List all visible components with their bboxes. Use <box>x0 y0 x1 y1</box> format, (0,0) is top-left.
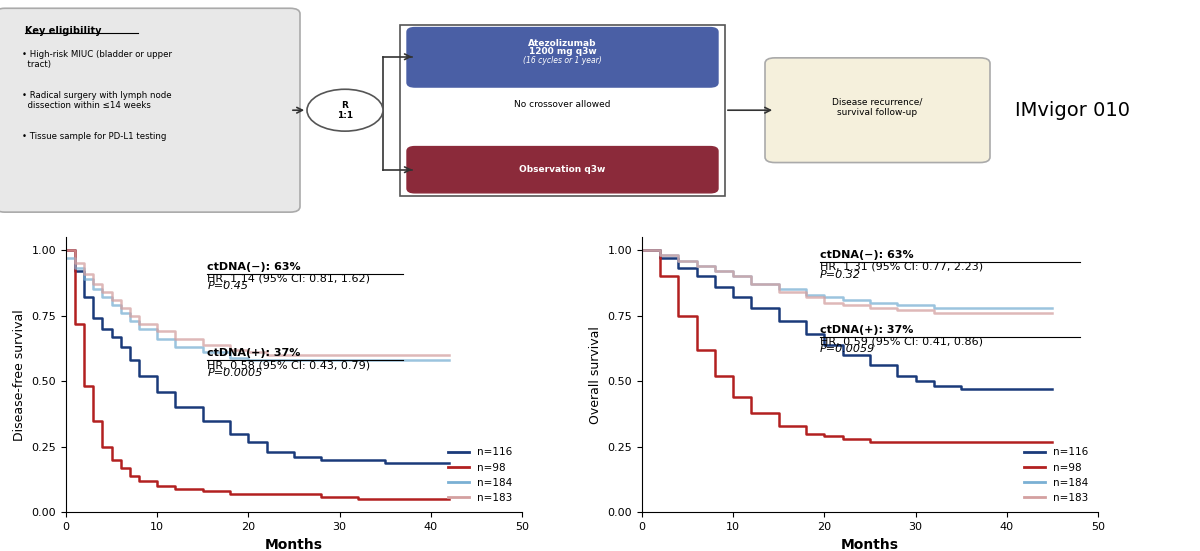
Legend: n=116, n=98, n=184, n=183: n=116, n=98, n=184, n=183 <box>444 443 517 507</box>
Text: P=0.45: P=0.45 <box>208 282 248 291</box>
Text: ctDNA(−): 63%: ctDNA(−): 63% <box>820 250 913 260</box>
Text: Key eligibility: Key eligibility <box>25 26 102 36</box>
FancyBboxPatch shape <box>0 8 300 212</box>
FancyBboxPatch shape <box>407 147 718 193</box>
Text: ctDNA(−): 63%: ctDNA(−): 63% <box>208 262 301 272</box>
Legend: n=116, n=98, n=184, n=183: n=116, n=98, n=184, n=183 <box>1020 443 1093 507</box>
Text: Observation q3w: Observation q3w <box>520 165 606 174</box>
Text: (16 cycles or 1 year): (16 cycles or 1 year) <box>523 56 602 64</box>
Text: Atezolizumab: Atezolizumab <box>528 39 596 47</box>
Text: P=0.0059: P=0.0059 <box>820 344 875 354</box>
Text: HR, 1.31 (95% CI: 0.77, 2.23): HR, 1.31 (95% CI: 0.77, 2.23) <box>820 262 983 272</box>
Text: HR, 1.14 (95% CI: 0.81, 1.62): HR, 1.14 (95% CI: 0.81, 1.62) <box>208 273 371 284</box>
FancyBboxPatch shape <box>766 58 990 163</box>
Y-axis label: Disease-free survival: Disease-free survival <box>13 309 26 441</box>
Text: HR, 0.59 (95% CI: 0.41, 0.86): HR, 0.59 (95% CI: 0.41, 0.86) <box>820 337 983 347</box>
Text: 1200 mg q3w: 1200 mg q3w <box>529 47 596 56</box>
Y-axis label: Overall survival: Overall survival <box>589 326 602 424</box>
Text: ctDNA(+): 37%: ctDNA(+): 37% <box>208 348 301 358</box>
Text: P=0.32: P=0.32 <box>820 269 860 279</box>
FancyBboxPatch shape <box>400 25 725 196</box>
Text: P=0.0005: P=0.0005 <box>208 368 263 378</box>
Text: • Tissue sample for PD-L1 testing: • Tissue sample for PD-L1 testing <box>22 132 167 141</box>
Text: Disease recurrence/
survival follow-up: Disease recurrence/ survival follow-up <box>833 98 923 117</box>
Circle shape <box>307 89 383 131</box>
Text: No crossover allowed: No crossover allowed <box>515 100 611 109</box>
Text: IMvigor 010: IMvigor 010 <box>1015 101 1130 120</box>
Text: • High-risk MIUC (bladder or upper
  tract): • High-risk MIUC (bladder or upper tract… <box>22 50 172 69</box>
Text: ctDNA(+): 37%: ctDNA(+): 37% <box>820 325 913 334</box>
FancyBboxPatch shape <box>407 28 718 87</box>
X-axis label: Months: Months <box>841 538 899 551</box>
Text: HR, 0.58 (95% CI: 0.43, 0.79): HR, 0.58 (95% CI: 0.43, 0.79) <box>208 360 371 370</box>
Text: • Radical surgery with lymph node
  dissection within ≤14 weeks: • Radical surgery with lymph node dissec… <box>22 91 172 110</box>
Text: R
1:1: R 1:1 <box>337 100 353 120</box>
X-axis label: Months: Months <box>265 538 323 551</box>
